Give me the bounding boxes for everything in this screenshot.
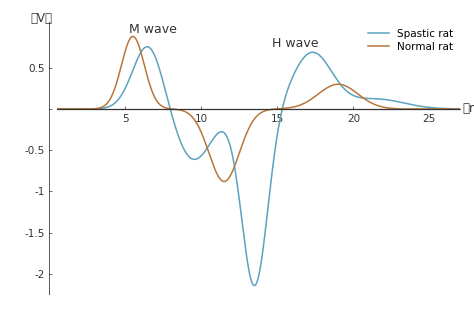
Legend: Spastic rat, Normal rat: Spastic rat, Normal rat	[364, 25, 458, 56]
Spastic rat	[252, 284, 257, 287]
Normal rat	[46, 107, 52, 111]
Normal rat	[120, 57, 126, 61]
Text: M wave: M wave	[129, 23, 177, 36]
Text: （V）: （V）	[31, 12, 53, 25]
Spastic rat	[95, 107, 100, 111]
Spastic rat	[464, 107, 470, 111]
Spastic rat	[210, 138, 216, 141]
Spastic rat	[472, 107, 474, 111]
Text: （ms）: （ms）	[463, 102, 474, 116]
Text: H wave: H wave	[273, 36, 319, 50]
Line: Spastic rat: Spastic rat	[49, 47, 474, 285]
Normal rat	[130, 35, 136, 38]
Spastic rat	[144, 45, 150, 49]
Spastic rat	[120, 91, 126, 94]
Normal rat	[95, 106, 100, 110]
Spastic rat	[418, 104, 424, 108]
Normal rat	[210, 162, 216, 165]
Normal rat	[418, 107, 424, 111]
Normal rat	[472, 107, 474, 111]
Line: Normal rat: Normal rat	[49, 36, 474, 181]
Normal rat	[221, 180, 227, 183]
Spastic rat	[46, 107, 52, 111]
Spastic rat	[228, 148, 234, 151]
Normal rat	[464, 107, 470, 111]
Normal rat	[228, 172, 234, 176]
